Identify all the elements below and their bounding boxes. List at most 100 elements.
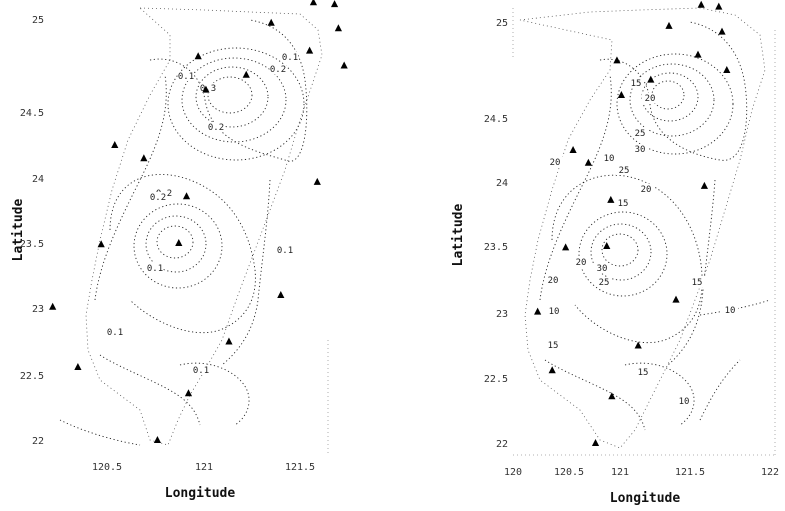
right-contour-label-bg: [615, 198, 631, 208]
right-contour-label-bg: [616, 165, 632, 175]
right-station-marker: [608, 392, 616, 400]
right-y-tick-labels: 22 22.5 23 23.5 24 24.5 25: [484, 18, 508, 450]
right-y-tick-label: 23: [496, 309, 508, 320]
right-contour-label: 20: [576, 258, 587, 268]
right-station-marker: [534, 307, 542, 315]
left-contour-label: 0.2: [208, 123, 224, 133]
right-contour-label: 10: [679, 397, 690, 407]
left-contour-line: [109, 174, 256, 334]
right-stations: [534, 0, 731, 446]
left-contour-line: [167, 47, 305, 161]
left-contour-label-bg: [277, 245, 293, 255]
right-contour-panel: Longitude Latitude 120 120.5 121 121.5 122 2…: [451, 0, 779, 506]
left-station-marker: [330, 0, 339, 8]
left-x-axis-label: Longitude: [165, 486, 236, 501]
left-contour-label-bg: [282, 52, 298, 62]
left-station-marker: [153, 436, 162, 443]
right-x-tick-label: 121.5: [675, 467, 705, 478]
left-contour-label-bg: [270, 64, 286, 74]
right-contour-label: 10: [725, 306, 736, 316]
left-contour-line: [181, 57, 287, 143]
right-contour-label-bg: [596, 277, 612, 287]
right-station-marker: [548, 366, 556, 374]
right-contour-label: 25: [619, 166, 630, 176]
left-station-marker: [49, 302, 57, 310]
right-contour-label-bg: [547, 157, 563, 167]
right-contour-label-bg: [545, 275, 561, 285]
right-contour-label: 15: [638, 368, 649, 378]
right-station-marker: [700, 181, 708, 189]
right-y-tick-label: 24: [496, 178, 508, 189]
left-station-marker: [74, 362, 82, 370]
left-contour-label: 0.1: [277, 246, 293, 256]
left-contour-label-bg: [107, 327, 123, 337]
left-y-tick-label: 24: [32, 174, 44, 185]
right-contour-label-bg: [722, 305, 738, 315]
right-contour-label: 15: [692, 278, 703, 288]
right-contour-label: 25: [599, 278, 610, 288]
right-contour-label: 10: [549, 307, 560, 317]
right-station-marker: [591, 439, 600, 446]
left-station-marker: [97, 240, 105, 248]
right-station-marker: [562, 243, 570, 251]
left-contour-line: [145, 215, 207, 273]
right-contour-line: [599, 21, 748, 161]
right-station-marker: [607, 195, 615, 203]
left-x-tick-label: 121.5: [285, 462, 315, 473]
right-contour-line: [590, 223, 652, 281]
right-y-tick-label: 22: [496, 439, 508, 450]
left-contour-label: 0.1: [193, 366, 209, 376]
right-station-marker: [723, 66, 731, 73]
right-contour-label-bg: [632, 144, 648, 154]
left-station-marker: [340, 61, 348, 69]
right-contour-label: 30: [635, 145, 646, 155]
left-station-marker: [334, 24, 342, 32]
left-contour-label: 0.1: [107, 328, 123, 338]
right-x-tick-labels: 120 120.5 121 121.5 122: [504, 467, 779, 478]
right-station-marker: [647, 75, 655, 83]
right-contour-line: [551, 174, 703, 344]
right-contour-line: [601, 233, 639, 267]
left-coastline: [85, 7, 323, 446]
right-contour-label: 20: [550, 158, 561, 168]
right-station-marker: [697, 0, 705, 8]
right-y-tick-label: 24.5: [484, 114, 508, 125]
left-y-tick-label: 23.5: [20, 239, 44, 250]
right-contour-label-bg: [601, 153, 617, 163]
right-x-tick-label: 122: [761, 467, 779, 478]
right-contour-label-bg: [638, 184, 654, 194]
right-contour-label: 20: [641, 185, 652, 195]
left-contour-panel: Longitude Latitude 120.5 121 121.5 2222.52…: [11, 0, 348, 501]
left-station-marker: [242, 70, 250, 78]
right-contour-line: [641, 72, 699, 122]
right-contour-label-bg: [635, 367, 651, 377]
right-contour-line: [578, 211, 668, 297]
left-station-marker: [313, 177, 321, 185]
left-contour-line: [207, 76, 253, 114]
left-station-marker: [140, 154, 148, 162]
left-contour-label: 0.2: [150, 193, 166, 203]
left-contour-label: 0.1: [282, 53, 298, 63]
right-y-tick-label: 25: [496, 18, 508, 29]
right-contour-label-bg: [632, 128, 648, 138]
right-contour-label-bg: [573, 257, 589, 267]
right-station-marker: [718, 27, 726, 35]
right-station-marker: [665, 21, 673, 29]
right-contour-label-bg: [689, 277, 705, 287]
right-contours: [539, 21, 771, 431]
left-y-tick-label: 24.5: [20, 108, 44, 119]
right-contour-label: 30: [597, 264, 608, 274]
left-stations: [49, 0, 348, 443]
left-y-tick-label: 25: [32, 15, 44, 26]
right-contour-line: [616, 53, 734, 155]
right-contour-label: 15: [548, 341, 559, 351]
right-x-tick-label: 120.5: [554, 467, 584, 478]
right-contour-label: 25: [635, 129, 646, 139]
right-station-marker: [617, 90, 625, 98]
right-contour-line: [544, 359, 646, 431]
right-coastline: [519, 7, 766, 449]
right-contour-label-bg: [642, 93, 658, 103]
left-contour-line: [94, 74, 167, 301]
right-contour-line: [667, 179, 716, 366]
